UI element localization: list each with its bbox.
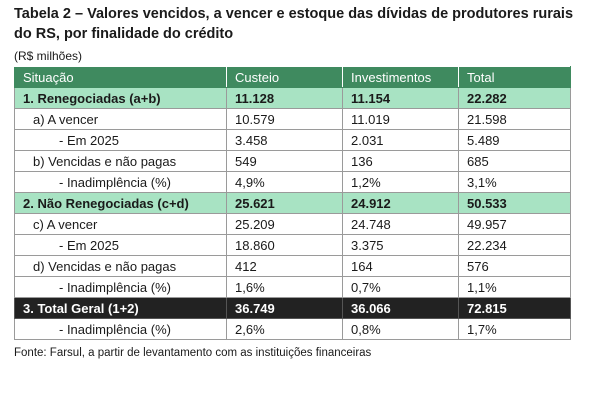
table-row: - Inadimplência (%) 1,6% 0,7% 1,1%	[14, 276, 571, 298]
cell-custeio: 25.621	[226, 192, 343, 214]
header-custeio: Custeio	[226, 66, 343, 88]
document: Tabela 2 – Valores vencidos, a vencer e …	[14, 6, 574, 359]
row-label: - Inadimplência (%)	[14, 171, 227, 193]
row-label: d) Vencidas e não pagas	[14, 255, 227, 277]
cell-investimentos: 11.019	[342, 108, 459, 130]
cell-custeio: 549	[226, 150, 343, 172]
row-label: - Em 2025	[14, 234, 227, 256]
cell-custeio: 18.860	[226, 234, 343, 256]
row-label: 1. Renegociadas (a+b)	[14, 87, 227, 109]
table-row: d) Vencidas e não pagas 412 164 576	[14, 255, 571, 277]
cell-investimentos: 24.912	[342, 192, 459, 214]
table-row: - Em 2025 18.860 3.375 22.234	[14, 234, 571, 256]
cell-investimentos: 11.154	[342, 87, 459, 109]
debt-table: Situação Custeio Investimentos Total 1. …	[14, 66, 571, 340]
table-row: 3. Total Geral (1+2) 36.749 36.066 72.815	[14, 297, 571, 319]
cell-total: 1,1%	[458, 276, 571, 298]
cell-total: 22.282	[458, 87, 571, 109]
row-label: - Em 2025	[14, 129, 227, 151]
cell-total: 576	[458, 255, 571, 277]
table-row: c) A vencer 25.209 24.748 49.957	[14, 213, 571, 235]
cell-total: 1,7%	[458, 318, 571, 340]
cell-custeio: 4,9%	[226, 171, 343, 193]
cell-custeio: 10.579	[226, 108, 343, 130]
row-label: c) A vencer	[14, 213, 227, 235]
header-investimentos: Investimentos	[342, 66, 459, 88]
header-row: Situação Custeio Investimentos Total	[14, 66, 571, 88]
cell-investimentos: 164	[342, 255, 459, 277]
cell-investimentos: 24.748	[342, 213, 459, 235]
cell-investimentos: 0,7%	[342, 276, 459, 298]
cell-total: 685	[458, 150, 571, 172]
source-note: Fonte: Farsul, a partir de levantamento …	[14, 347, 372, 359]
table-title: Tabela 2 – Valores vencidos, a vencer e …	[14, 6, 574, 42]
header-situacao: Situação	[14, 66, 227, 88]
cell-investimentos: 0,8%	[342, 318, 459, 340]
cell-investimentos: 2.031	[342, 129, 459, 151]
table-row: a) A vencer 10.579 11.019 21.598	[14, 108, 571, 130]
cell-custeio: 11.128	[226, 87, 343, 109]
cell-custeio: 3.458	[226, 129, 343, 151]
table-row: - Em 2025 3.458 2.031 5.489	[14, 129, 571, 151]
cell-total: 21.598	[458, 108, 571, 130]
cell-custeio: 412	[226, 255, 343, 277]
cell-custeio: 1,6%	[226, 276, 343, 298]
cell-custeio: 2,6%	[226, 318, 343, 340]
table-row: - Inadimplência (%) 4,9% 1,2% 3,1%	[14, 171, 571, 193]
row-label: 2. Não Renegociadas (c+d)	[14, 192, 227, 214]
table-row: - Inadimplência (%) 2,6% 0,8% 1,7%	[14, 318, 571, 340]
cell-custeio: 25.209	[226, 213, 343, 235]
table-body: 1. Renegociadas (a+b) 11.128 11.154 22.282 a…	[14, 87, 571, 340]
unit-label: (R$ milhões)	[14, 49, 83, 63]
cell-investimentos: 36.066	[342, 297, 459, 319]
cell-investimentos: 136	[342, 150, 459, 172]
row-label: 3. Total Geral (1+2)	[14, 297, 227, 319]
table-row: b) Vencidas e não pagas 549 136 685	[14, 150, 571, 172]
cell-total: 22.234	[458, 234, 571, 256]
cell-investimentos: 1,2%	[342, 171, 459, 193]
cell-total: 72.815	[458, 297, 571, 319]
cell-custeio: 36.749	[226, 297, 343, 319]
cell-total: 50.533	[458, 192, 571, 214]
row-label: a) A vencer	[14, 108, 227, 130]
cell-total: 5.489	[458, 129, 571, 151]
cell-total: 49.957	[458, 213, 571, 235]
table-row: 1. Renegociadas (a+b) 11.128 11.154 22.282	[14, 87, 571, 109]
header-total: Total	[458, 66, 571, 88]
cell-total: 3,1%	[458, 171, 571, 193]
row-label: - Inadimplência (%)	[14, 276, 227, 298]
row-label: b) Vencidas e não pagas	[14, 150, 227, 172]
table-row: 2. Não Renegociadas (c+d) 25.621 24.912 50.…	[14, 192, 571, 214]
cell-investimentos: 3.375	[342, 234, 459, 256]
row-label: - Inadimplência (%)	[14, 318, 227, 340]
